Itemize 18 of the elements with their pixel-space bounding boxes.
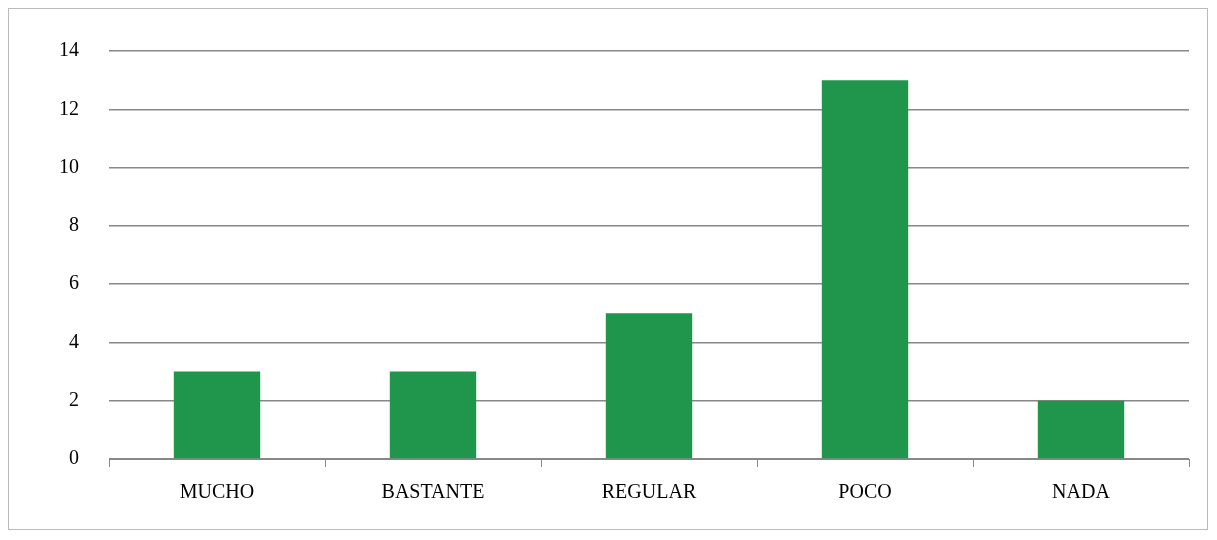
- x-tick-label: MUCHO: [179, 480, 255, 503]
- y-tick-label: 4: [69, 329, 79, 352]
- y-tick-label: 10: [59, 154, 79, 177]
- bar: [605, 313, 693, 459]
- y-tick-label: 6: [69, 271, 79, 294]
- y-tick-label: 0: [69, 446, 79, 469]
- y-tick-label: 14: [59, 38, 79, 61]
- x-tick-label: BASTANTE: [381, 480, 485, 503]
- bar: [1037, 400, 1125, 459]
- x-tick-label: REGULAR: [601, 480, 697, 503]
- y-tick-label: 2: [69, 387, 79, 410]
- x-tick-label: NADA: [1052, 480, 1111, 503]
- bar: [389, 371, 477, 459]
- y-tick-label: 8: [69, 213, 79, 236]
- x-tick-label: POCO: [838, 480, 892, 503]
- bar: [173, 371, 261, 459]
- bar: [821, 80, 909, 459]
- y-tick-label: 12: [59, 96, 79, 119]
